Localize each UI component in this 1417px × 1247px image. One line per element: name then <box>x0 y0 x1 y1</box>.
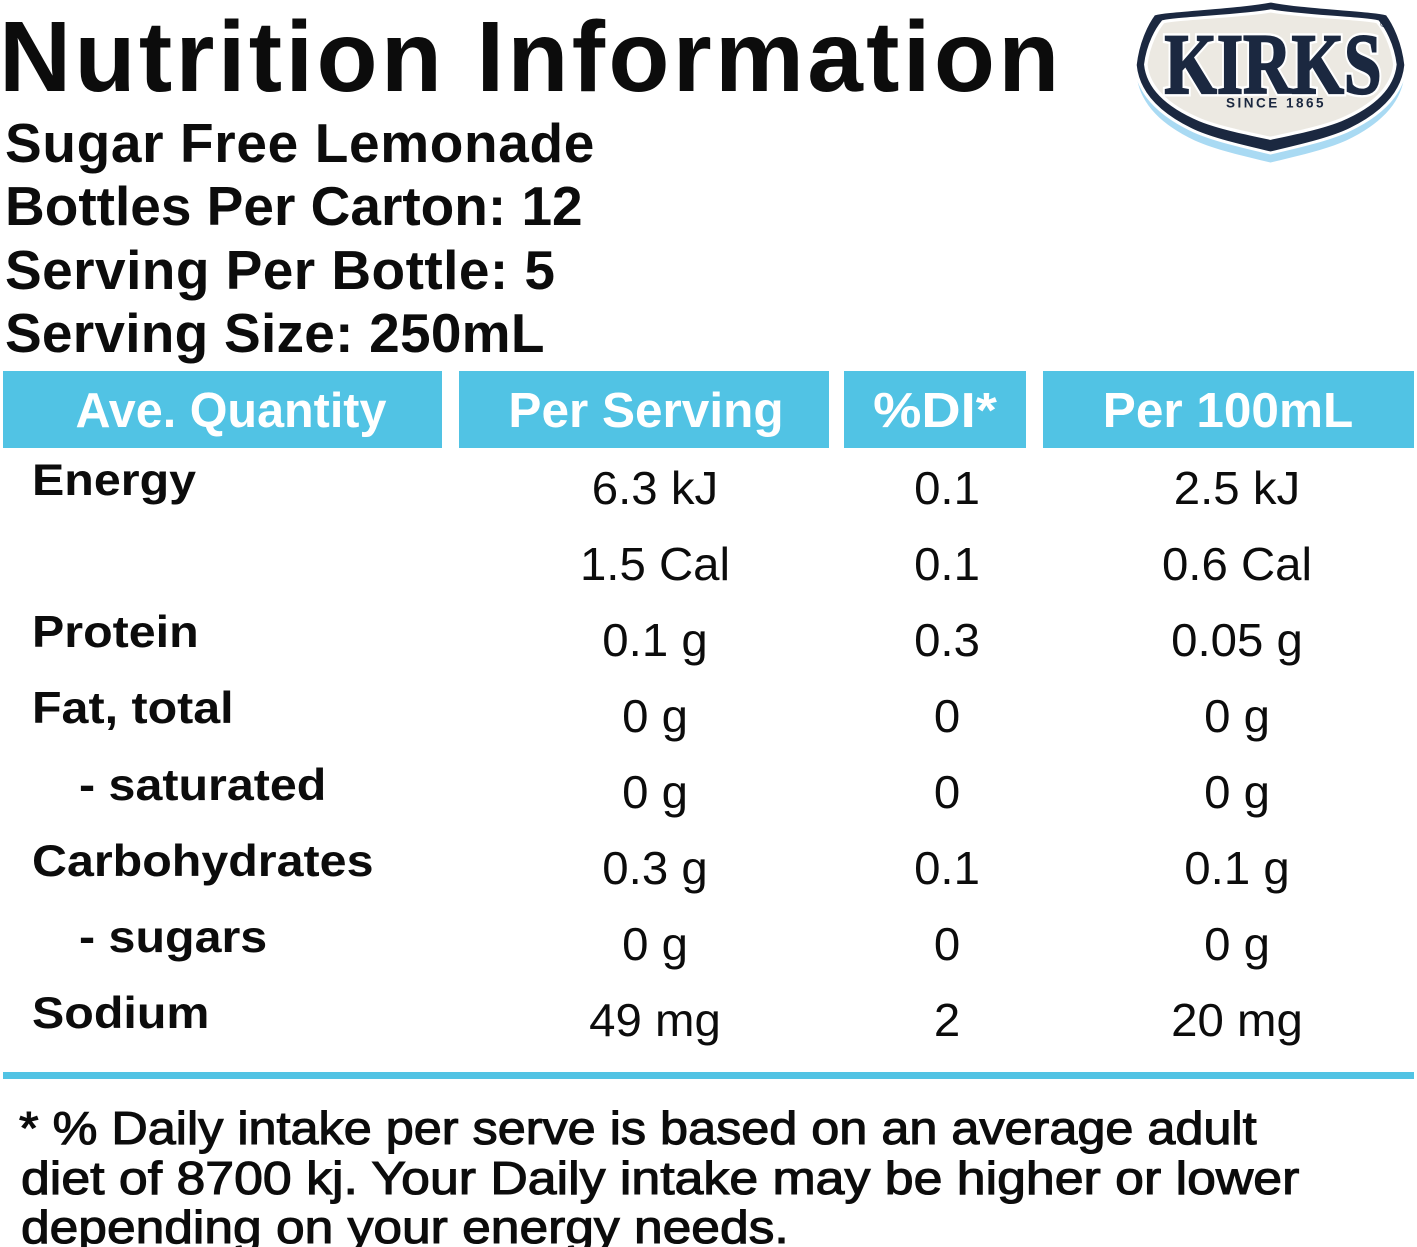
svg-text:®: ® <box>1380 19 1388 30</box>
svg-text:KIRKS: KIRKS <box>1165 16 1382 112</box>
svg-text:KIRKS: KIRKS <box>1165 16 1382 112</box>
svg-text:SINCE 1865: SINCE 1865 <box>1226 96 1326 111</box>
